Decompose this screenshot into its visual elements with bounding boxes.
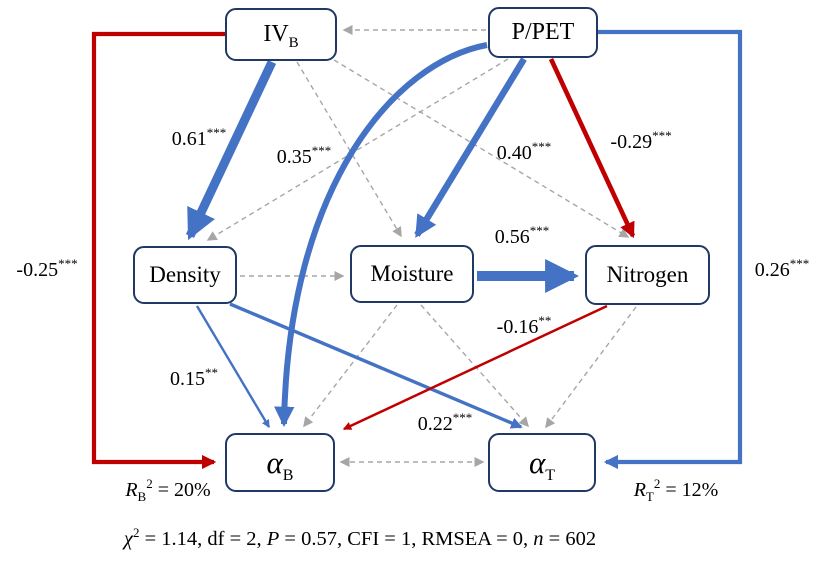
node-density: Density [133, 246, 237, 304]
coef-ivb-density: 0.61*** [171, 125, 227, 150]
node-ppet-label: P/PET [511, 19, 575, 45]
path-ppet-alphab [274, 42, 488, 428]
model-fit-statistics: χ2 = 1.14, df = 2, P = 0.57, CFI = 1, RM… [123, 525, 597, 550]
node-alpha-b: αB [225, 433, 335, 492]
path-ppet-alphat [598, 29, 743, 470]
path-nitrogen-alphab [342, 304, 608, 431]
node-ivb: IVB [225, 8, 337, 61]
node-density-label: Density [149, 262, 221, 287]
coef-ivb-alphab: -0.25*** [16, 256, 78, 281]
path-ppet-nitrogen [548, 58, 636, 239]
path-ppet-density-dashed [206, 58, 509, 241]
node-moisture-label: Moisture [370, 261, 454, 286]
path-ivb-density [185, 60, 277, 241]
coef-ppet-nitrogen: -0.29*** [610, 128, 672, 153]
coef-density-alphat: 0.22*** [417, 410, 473, 435]
node-ivb-label: IVB [263, 21, 299, 51]
node-moisture: Moisture [350, 245, 474, 303]
path-ivb-nitrogen-dashed [333, 59, 630, 238]
node-alpha-t-label: αT [528, 444, 556, 484]
r-squared-alpha-t: RT2 = 12% [633, 476, 719, 504]
node-alpha-b-label: αB [266, 444, 294, 484]
node-ppet: P/PET [488, 7, 598, 58]
coef-density-alphab: 0.15** [170, 365, 218, 390]
path-moisture-alphab-dashed [303, 304, 398, 428]
node-nitrogen-label: Nitrogen [606, 262, 689, 287]
r-squared-alpha-b: RB2 = 20% [125, 476, 211, 504]
coef-ppet-alphab: 0.35*** [276, 143, 332, 168]
path-ppet-moisture [414, 57, 527, 238]
node-alpha-t: αT [488, 433, 596, 492]
path-density-alphat [229, 302, 523, 429]
coef-nitrogen-alphab: -0.16** [496, 313, 552, 338]
coef-ppet-moisture: 0.40*** [496, 139, 552, 164]
node-nitrogen: Nitrogen [585, 245, 710, 305]
path-nitrogen-alphat-dashed [545, 306, 637, 429]
coef-moisture-nitrogen: 0.56*** [494, 223, 550, 248]
path-ivb-moisture-dashed [296, 61, 402, 238]
path-density-alphab [195, 305, 271, 429]
path-ivb-alphab [91, 31, 225, 470]
coef-ppet-alphat: 0.26*** [754, 256, 810, 281]
